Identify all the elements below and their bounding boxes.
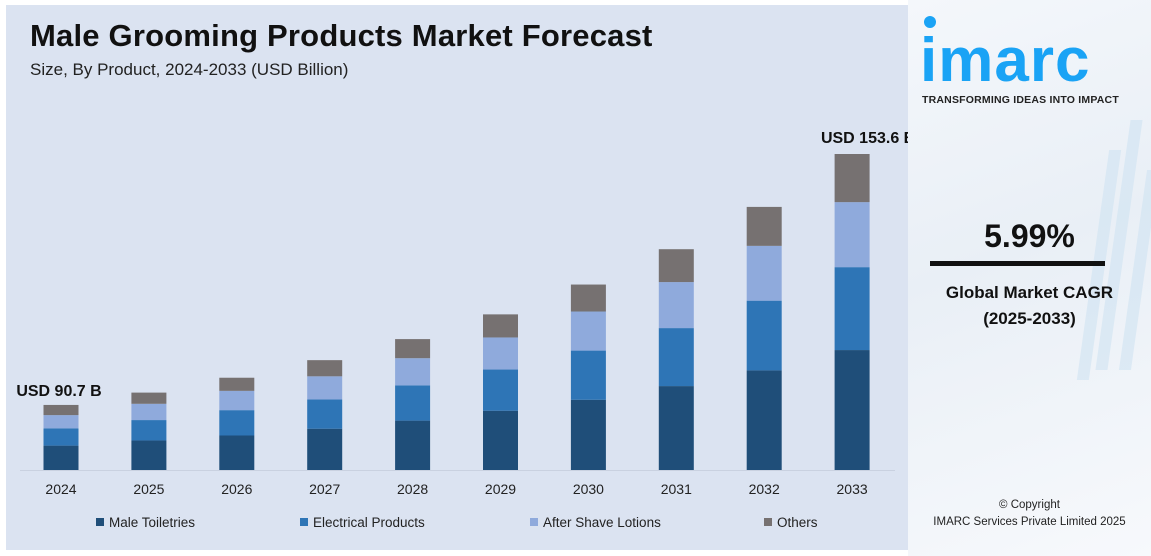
bar-segment-2026-after-shave-lotions [219,390,255,411]
bar-segment-2030-electrical-products [570,350,606,400]
bar-segment-2025-male-toiletries [131,440,167,470]
info-panel: imarc TRANSFORMING IDEAS INTO IMPACT 5.9… [908,0,1151,556]
x-tick-label: 2029 [485,481,516,497]
bar-segment-2026-others [219,377,255,391]
cagr-label-line2: (2025-2033) [983,309,1076,328]
imarc-logo: imarc [920,26,1091,95]
bar-segment-2028-male-toiletries [395,420,431,470]
bar-segment-2032-male-toiletries [746,370,782,470]
bar-segment-2033-male-toiletries [834,350,870,470]
bar-segment-2032-after-shave-lotions [746,245,782,301]
legend-label: After Shave Lotions [543,515,661,530]
x-tick-label: 2030 [573,481,604,497]
x-tick-label: 2024 [45,481,76,497]
x-tick-label: 2026 [221,481,252,497]
bar-segment-2028-others [395,339,431,359]
bar-segment-2026-electrical-products [219,410,255,436]
bar-segment-2033-others [834,154,870,203]
bar-segment-2024-electrical-products [43,428,79,446]
legend-label: Electrical Products [313,515,425,530]
x-tick-label: 2032 [749,481,780,497]
legend-item: Male Toiletries [96,515,195,530]
bar-segment-2029-others [483,314,518,338]
bar-segment-2027-male-toiletries [307,428,343,470]
cagr-label-line1: Global Market CAGR [945,283,1114,302]
copyright-line1: © Copyright [999,499,1060,511]
copyright: © Copyright IMARC Services Private Limit… [908,497,1151,531]
bar-segment-2026-male-toiletries [219,435,255,470]
bar-segment-2024-others [43,404,79,416]
bar-segment-2030-male-toiletries [570,399,606,470]
bar-segment-2027-electrical-products [307,399,343,429]
bar-segment-2028-after-shave-lotions [395,358,431,386]
legend-label: Others [777,515,818,530]
bar-segment-2028-electrical-products [395,385,431,421]
bar-segment-2030-after-shave-lotions [570,311,606,351]
cagr-label: Global Market CAGR (2025-2033) [908,280,1151,332]
legend-swatch [764,518,772,526]
bar-segment-2032-electrical-products [746,300,782,371]
legend-item: After Shave Lotions [530,515,661,530]
bar-segment-2025-electrical-products [131,420,167,441]
bar-segment-2027-after-shave-lotions [307,376,343,400]
total-annotation: USD 153.6 B [821,130,908,147]
bar-segment-2025-others [131,392,167,404]
legend-item: Others [764,515,818,530]
divider [930,261,1105,266]
bar-segment-2033-electrical-products [834,267,870,351]
bar-segment-2025-after-shave-lotions [131,403,167,421]
legend-swatch [96,518,104,526]
x-tick-label: 2033 [837,481,868,497]
bar-segment-2033-after-shave-lotions [834,202,870,268]
bar-segment-2031-after-shave-lotions [658,282,694,329]
chart-title: Male Grooming Products Market Forecast [30,18,653,53]
bar-segment-2024-after-shave-lotions [43,415,79,429]
bar-segment-2027-others [307,360,343,377]
bar-segment-2030-others [570,284,606,312]
copyright-line2: IMARC Services Private Limited 2025 [933,516,1126,528]
bar-segment-2029-electrical-products [483,369,518,411]
bar-segment-2029-after-shave-lotions [483,337,518,370]
bar-segment-2029-male-toiletries [483,410,518,470]
legend-item: Electrical Products [300,515,425,530]
bar-segment-2031-electrical-products [658,328,694,387]
bar-segment-2032-others [746,206,782,246]
legend-label: Male Toiletries [109,515,196,530]
x-tick-label: 2031 [661,481,692,497]
legend-swatch [530,518,538,526]
x-tick-label: 2027 [309,481,340,497]
bar-segment-2031-others [658,249,694,283]
bar-segment-2031-male-toiletries [658,386,694,470]
logo-dot-icon [924,16,936,28]
logo-tagline: TRANSFORMING IDEAS INTO IMPACT [922,94,1119,106]
total-annotation: USD 90.7 B [16,383,101,400]
bar-segment-2024-male-toiletries [43,445,79,470]
cagr-value: 5.99% [984,218,1075,254]
x-tick-label: 2025 [133,481,164,497]
chart-subtitle: Size, By Product, 2024-2033 (USD Billion… [30,60,349,79]
legend-swatch [300,518,308,526]
x-tick-label: 2028 [397,481,428,497]
stacked-bar-chart: 2024 USD 90.7 B 2025 2026 2027 2028 2029 2030 20… [16,130,908,497]
